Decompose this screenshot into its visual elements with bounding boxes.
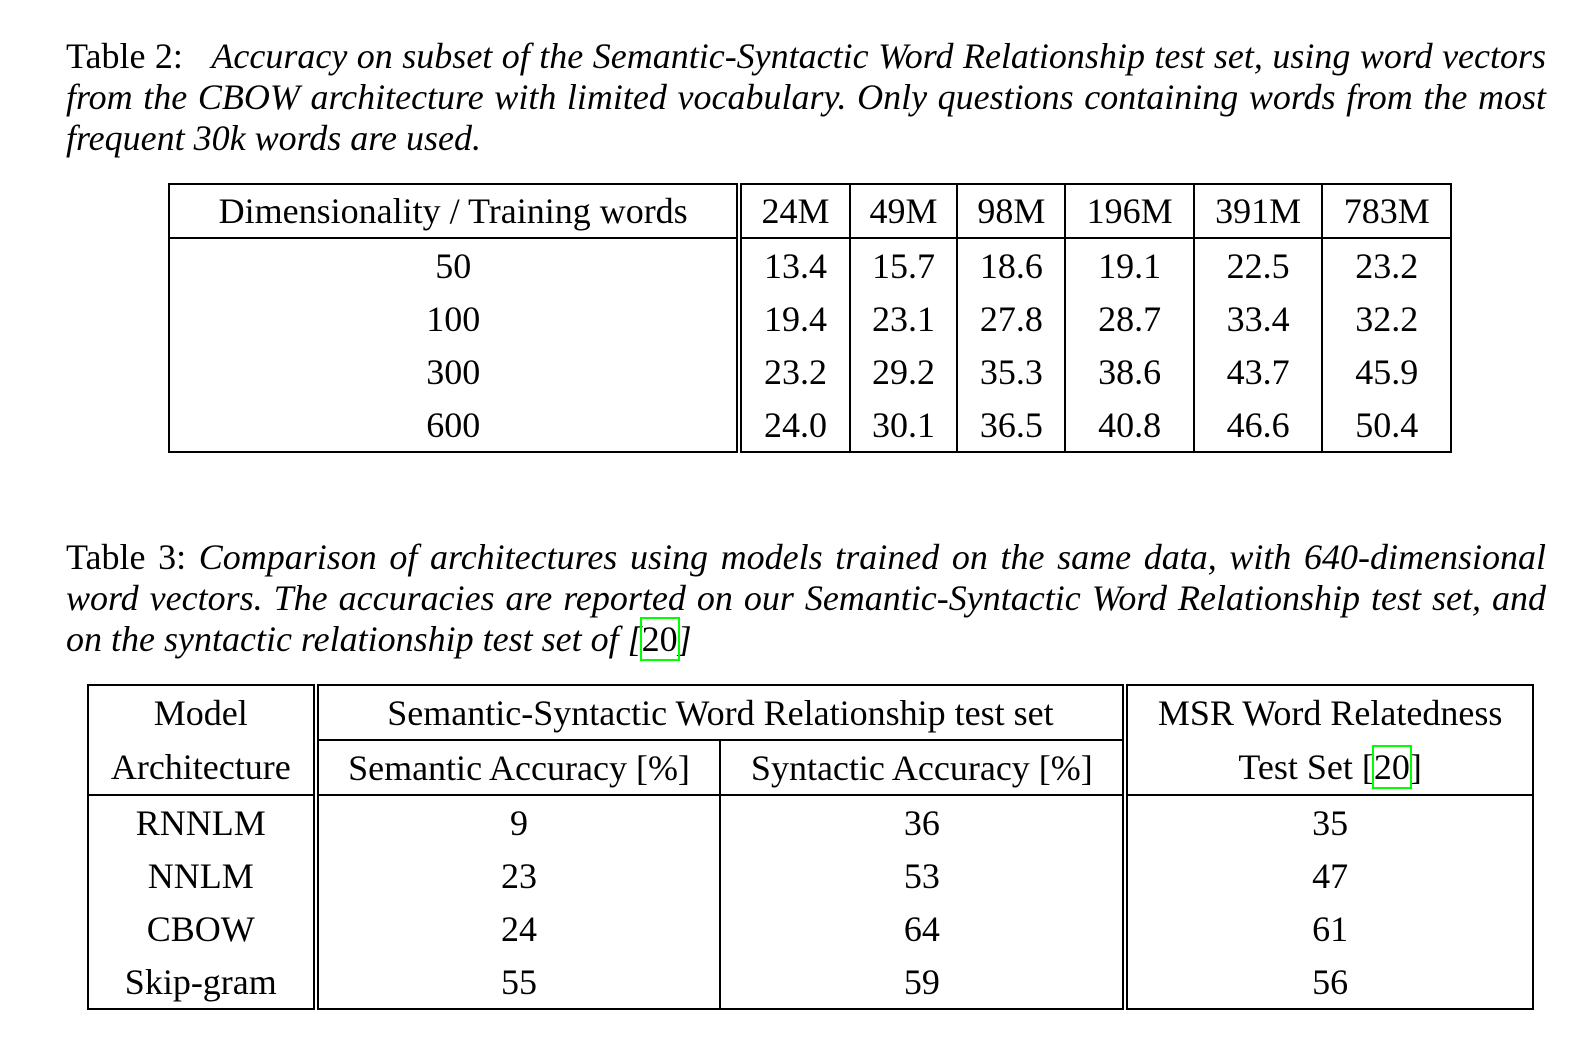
table2-cell: 46.6 [1192,398,1323,452]
table2-cell: 23.2 [1321,238,1451,292]
table2-cell: 600 [426,404,481,445]
table3-cell: 36 [719,795,1126,849]
table3-header-row: Architecture Semantic Accuracy [%] Synta… [88,740,1533,796]
table2-cell: 30.1 [848,398,958,452]
table3-header-model: Model [153,693,248,733]
table-row: NNLM 23 53 47 [88,849,1533,902]
table3-header-msr-testset: Test Set [20] [1122,740,1533,796]
table2-cell: 50.4 [1321,398,1451,452]
table3-cell: 9 [312,795,721,849]
table2-cell: 100 [426,298,481,339]
table2-cell: 19.4 [736,292,850,345]
table2-caption-label: Table 2: [66,36,183,76]
table2-cell: 28.7 [1064,292,1194,345]
table3-header-architecture: Architecture [88,740,316,796]
table2-cell: 45.9 [1321,345,1451,398]
citation-link[interactable]: 20 [1371,745,1412,789]
table-row: 50 13.4 15.7 18.6 19.1 22.5 23.2 [169,238,1451,292]
table3-cell: 23 [312,849,721,902]
table2-header-cell: 783M [1321,184,1451,239]
table2-header-cell: Dimensionality / Training words [169,184,740,239]
table2-cell: 13.4 [736,238,850,292]
table3-cell: 24 [312,902,721,955]
table3-header-semantic: Semantic Accuracy [%] [312,740,721,796]
table2-cell: 32.2 [1321,292,1451,345]
table2-header-cell: 49M [848,184,958,239]
table2-cell: 35.3 [956,345,1066,398]
table2-cell: 23.2 [736,345,850,398]
table2-cell: 50 [435,245,472,286]
table2-cell: 300 [426,351,481,392]
table2-caption-text: Accuracy on subset of the Semantic-Synta… [66,36,1547,158]
table3-cell: 55 [312,955,721,1009]
table3-header-group: Semantic-Syntactic Word Relationship tes… [312,685,1126,741]
table2-cell: 22.5 [1192,238,1323,292]
table2-cell: 33.4 [1192,292,1323,345]
table-row: 600 24.0 30.1 36.5 40.8 46.6 50.4 [169,398,1451,452]
table2-header-row: Dimensionality / Training words 24M 49M … [169,184,1451,239]
table2-header-cell: 98M [956,184,1066,239]
table3-cell: Skip-gram [124,961,277,1002]
table2-cell: 38.6 [1064,345,1194,398]
table2-cell: 43.7 [1192,345,1323,398]
table2-cell: 19.1 [1064,238,1194,292]
table2-cell: 36.5 [956,398,1066,452]
table3-header-msr-text-end: ] [1409,747,1422,787]
table2-cell: 27.8 [956,292,1066,345]
table3-caption-text: Comparison of architectures using models… [66,537,1546,659]
table2-cell: 15.7 [848,238,958,292]
table3-cell: CBOW [146,908,255,949]
table2-cell: 23.1 [848,292,958,345]
table3-cell: 61 [1122,902,1533,955]
table3-cell: 53 [719,849,1126,902]
table2-header-cell: 24M [736,184,850,239]
table2-cell: 18.6 [956,238,1066,292]
table3-cell: 64 [719,902,1126,955]
table3-header-msr-text: Test Set [ [1238,747,1374,787]
table-row: RNNLM 9 36 35 [88,795,1533,849]
table2-cell: 24.0 [736,398,850,452]
table-row: CBOW 24 64 61 [88,902,1533,955]
table3: Model Semantic-Syntactic Word Relationsh… [87,684,1534,1010]
table3-header-syntactic: Syntactic Accuracy [%] [719,740,1126,796]
table2-cell: 29.2 [848,345,958,398]
table3-cell: 47 [1122,849,1533,902]
table2-caption: Table 2: Accuracy on subset of the Seman… [66,36,1546,159]
table3-cell: RNNLM [135,802,266,843]
table3-cell: 56 [1122,955,1533,1009]
table3-caption-label: Table 3: [66,537,187,577]
citation-link[interactable]: 20 [639,617,680,661]
table-row: 100 19.4 23.1 27.8 28.7 33.4 32.2 [169,292,1451,345]
table3-caption: Table 3: Comparison of architectures usi… [66,537,1546,661]
table3-caption-text-end: ] [677,619,692,659]
table2: Dimensionality / Training words 24M 49M … [168,183,1452,453]
table3-cell: 35 [1122,795,1533,849]
table2-header-cell: 196M [1064,184,1194,239]
table3-cell: NNLM [147,855,254,896]
table-row: Skip-gram 55 59 56 [88,955,1533,1009]
table3-header-msr: MSR Word Relatedness [1122,685,1533,740]
table3-header-row: Model Semantic-Syntactic Word Relationsh… [88,685,1533,741]
table2-cell: 40.8 [1064,398,1194,452]
table-row: 300 23.2 29.2 35.3 38.6 43.7 45.9 [169,345,1451,398]
table2-header-cell: 391M [1192,184,1323,239]
table3-cell: 59 [719,955,1126,1009]
